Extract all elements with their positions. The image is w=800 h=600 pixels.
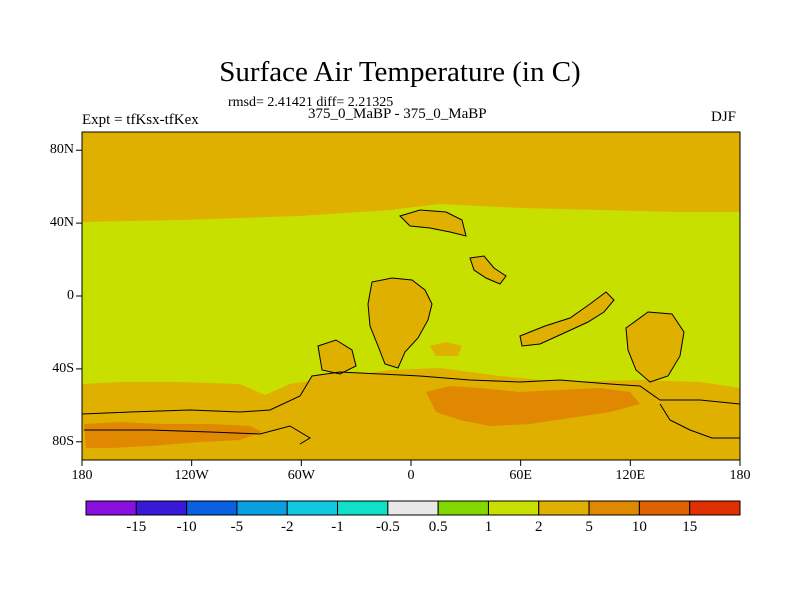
x-tick-label: 60W <box>287 468 315 483</box>
colorbar-label: 10 <box>631 519 647 535</box>
axis-ticks <box>76 149 741 466</box>
rmsd-diff-stats: rmsd= 2.41421 diff= 2.21325 <box>228 95 394 110</box>
map-field <box>82 132 740 460</box>
land-north-africa <box>368 278 432 368</box>
season-label: DJF <box>711 109 737 125</box>
colorbar-swatch <box>588 500 640 516</box>
x-tick-label: 60E <box>509 468 532 483</box>
colorbar-swatch <box>85 500 137 516</box>
y-tick-label: 40N <box>49 215 74 231</box>
field-band-5-10-west <box>84 422 262 448</box>
colorbar <box>85 500 741 516</box>
comparison-label: 375_0_MaBP - 375_0_MaBP <box>308 106 487 122</box>
colorbar-swatch <box>487 500 540 516</box>
colorbar-label: 2 <box>535 519 543 535</box>
colorbar-label: 15 <box>682 519 698 535</box>
contour-lines <box>82 209 740 445</box>
experiment-label: Expt = tfKsx-tfKex <box>82 112 199 128</box>
colorbar-label: -1 <box>331 519 344 535</box>
colorbar-swatch <box>286 500 339 516</box>
colorbar-swatch <box>538 500 590 516</box>
y-tick-label: 40S <box>52 360 74 376</box>
x-tick-label: 0 <box>407 468 415 483</box>
y-tick-label: 0 <box>67 288 74 303</box>
x-tick-label: 180 <box>71 468 93 483</box>
colorbar-swatch <box>689 500 741 516</box>
colorbar-swatch <box>337 500 389 516</box>
colorbar-label: -0.5 <box>375 519 400 535</box>
colorbar-label: 0.5 <box>428 519 448 535</box>
land-south-america <box>318 340 356 374</box>
x-tick-label: 120E <box>615 468 646 483</box>
field-band-5-10-east <box>426 386 640 426</box>
colorbar-swatch <box>437 500 489 516</box>
colorbar-swatch <box>236 500 288 516</box>
colorbar-label: -2 <box>280 519 294 535</box>
colorbar-swatch <box>638 500 691 516</box>
plot-title: Surface Air Temperature (in C) <box>219 56 581 88</box>
land-north-coast <box>400 210 466 236</box>
colorbar-label: -5 <box>230 519 244 535</box>
land-australia <box>626 312 684 382</box>
colorbar-label: 1 <box>484 519 493 535</box>
land-small-isles <box>470 256 506 284</box>
x-tick-label: 180 <box>729 468 751 483</box>
colorbar-swatch <box>135 500 188 516</box>
colorbar-swatch <box>387 500 439 516</box>
colorbar-label: -10 <box>176 519 197 535</box>
y-tick-label: 80S <box>52 433 74 449</box>
y-tick-label: 80N <box>49 142 74 158</box>
colorbar-label: -15 <box>126 519 147 535</box>
colorbar-swatch <box>186 500 238 516</box>
x-tick-label: 120W <box>174 468 209 483</box>
land-small-isle-2 <box>430 342 462 356</box>
colorbar-label: 5 <box>585 519 593 535</box>
